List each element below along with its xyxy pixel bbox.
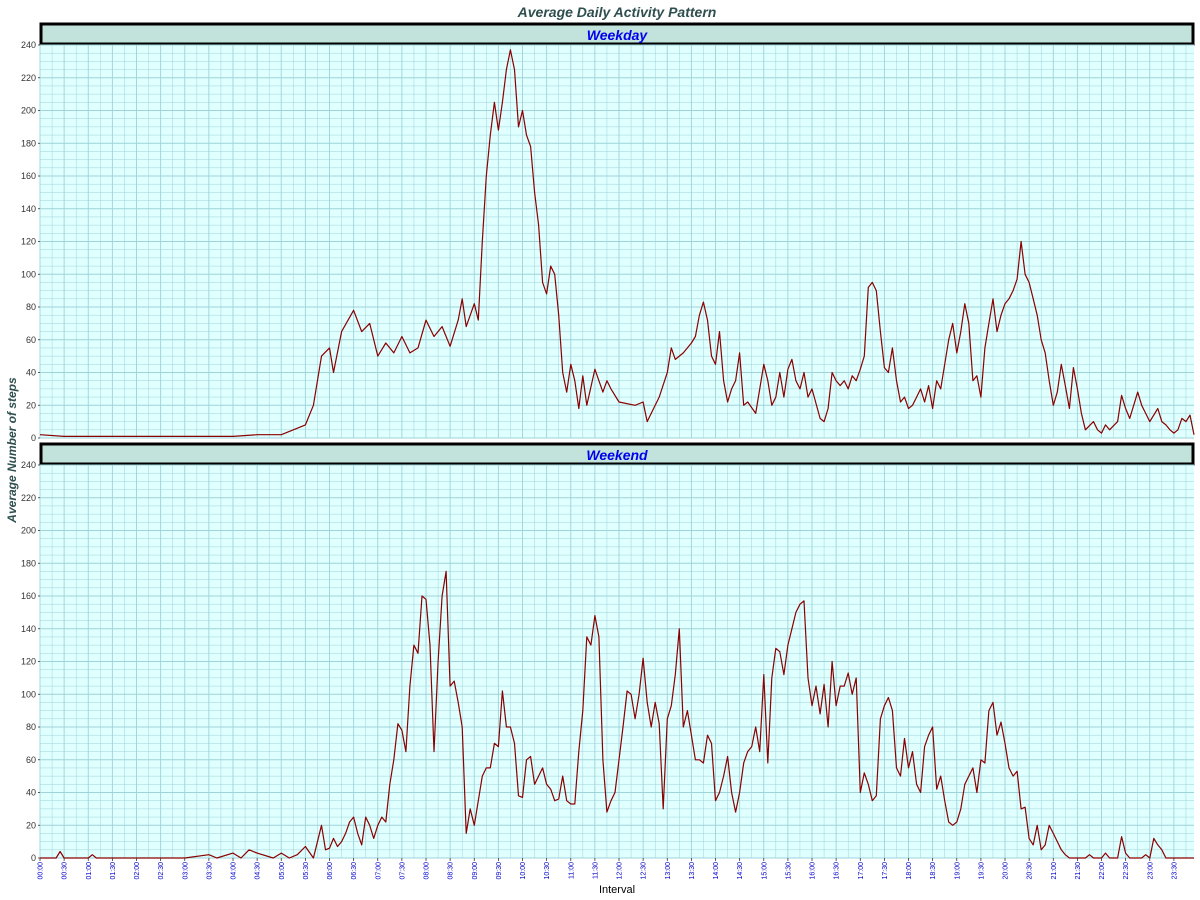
x-tick-label: 11:00 (568, 862, 575, 879)
x-tick-label: 08:30 (448, 862, 455, 880)
y-tick-label: 160 (21, 171, 36, 181)
x-tick-label: 22:30 (1123, 862, 1130, 880)
y-tick-label: 0 (31, 433, 36, 443)
x-ticks: 00:00 00:30 01:00 01:30 02:00 02:30 03:00 03:30… (38, 858, 1178, 880)
x-tick-label: 03:00 (182, 862, 189, 880)
x-tick-label: 01:30 (110, 862, 117, 880)
x-tick-label: 18:30 (930, 862, 937, 880)
y-ticks-weekday: 0 20 40 60 80 100 120 140 160 180 200 220 240 (21, 40, 40, 443)
x-tick-label: 10:30 (544, 862, 551, 880)
y-tick-label: 100 (21, 269, 36, 279)
x-tick-label: 00:30 (62, 862, 69, 880)
y-tick-label: 60 (26, 755, 36, 765)
x-tick-label: 07:00 (375, 862, 382, 880)
x-tick-label: 13:00 (665, 862, 672, 880)
y-tick-label: 240 (21, 40, 36, 50)
x-tick-label: 01:00 (86, 862, 93, 880)
strip-weekday (39, 22, 1195, 46)
strip-weekend (39, 442, 1195, 466)
x-tick-label: 03:30 (206, 862, 213, 880)
chart-title: Average Daily Activity Pattern (517, 4, 717, 20)
x-tick-label: 02:30 (158, 862, 165, 880)
y-tick-label: 20 (26, 400, 36, 410)
x-tick-label: 23:30 (1171, 862, 1178, 880)
x-tick-label: 22:00 (1099, 862, 1106, 880)
x-tick-label: 19:00 (954, 862, 961, 880)
x-tick-label: 14:30 (737, 862, 744, 880)
x-tick-label: 05:30 (303, 862, 310, 880)
x-tick-label: 07:30 (399, 862, 406, 880)
y-tick-label: 20 (26, 820, 36, 830)
x-tick-label: 09:30 (496, 862, 503, 880)
x-tick-label: 06:00 (327, 862, 334, 880)
x-tick-label: 17:00 (858, 862, 865, 880)
y-axis-label: Average Number of steps (5, 377, 19, 524)
x-tick-label: 08:00 (424, 862, 431, 880)
x-axis-label: Interval (599, 884, 635, 896)
y-tick-label: 220 (21, 493, 36, 503)
y-tick-label: 180 (21, 558, 36, 568)
x-tick-label: 14:00 (713, 862, 720, 880)
x-tick-label: 00:00 (38, 862, 45, 880)
y-tick-label: 180 (21, 138, 36, 148)
x-tick-label: 10:00 (520, 862, 527, 880)
y-tick-label: 140 (21, 204, 36, 214)
x-tick-label: 05:00 (279, 862, 286, 880)
y-tick-label: 120 (21, 237, 36, 247)
panel-weekday: Weekday 0 20 40 60 80 100 120 140 160 180 200 220 24… (21, 22, 1195, 443)
x-tick-label: 15:00 (761, 862, 768, 880)
x-tick-label: 04:00 (231, 862, 238, 880)
series-line-weekend (40, 570, 1194, 859)
y-tick-label: 40 (26, 368, 36, 378)
y-tick-label: 120 (21, 657, 36, 667)
x-tick-label: 04:30 (255, 862, 262, 880)
x-tick-label: 13:30 (689, 862, 696, 880)
x-tick-label: 16:30 (834, 862, 841, 880)
y-tick-label: 220 (21, 73, 36, 83)
x-tick-label: 12:00 (617, 862, 624, 880)
x-tick-label: 18:00 (906, 862, 913, 880)
y-tick-label: 80 (26, 302, 36, 312)
y-tick-label: 200 (21, 106, 36, 116)
y-tick-label: 40 (26, 788, 36, 798)
x-tick-label: 21:30 (1075, 862, 1082, 880)
strip-label-weekday: Weekday (587, 27, 649, 43)
x-tick-label: 19:30 (978, 862, 985, 880)
y-ticks-weekend: 0 20 40 60 80 100 120 140 160 180 200 220 240 (21, 460, 40, 863)
x-tick-label: 16:00 (810, 862, 817, 880)
x-tick-label: 23:00 (1147, 862, 1154, 880)
y-tick-label: 100 (21, 689, 36, 699)
x-tick-label: 20:30 (1027, 862, 1034, 880)
x-tick-label: 12:30 (641, 862, 648, 880)
y-tick-label: 160 (21, 591, 36, 601)
panel-weekend: Weekend 0 20 40 60 80 100 120 140 160 180 200 220 24… (21, 442, 1195, 863)
y-tick-label: 60 (26, 335, 36, 345)
x-tick-label: 09:00 (472, 862, 479, 880)
grid-weekday (39, 44, 1194, 439)
x-tick-label: 20:00 (1003, 862, 1010, 880)
x-tick-label: 15:30 (785, 862, 792, 880)
x-tick-label: 02:00 (134, 862, 141, 880)
y-tick-label: 240 (21, 460, 36, 470)
x-tick-label: 21:00 (1051, 862, 1058, 880)
y-tick-label: 80 (26, 722, 36, 732)
series-line-weekday (39, 49, 1195, 437)
x-tick-label: 06:30 (351, 862, 358, 880)
y-tick-label: 0 (31, 853, 36, 863)
x-tick-label: 17:30 (882, 862, 889, 880)
y-tick-label: 140 (21, 624, 36, 634)
y-tick-label: 200 (21, 526, 36, 536)
x-tick-label: 11:30 (592, 862, 599, 879)
strip-label-weekend: Weekend (586, 447, 648, 463)
